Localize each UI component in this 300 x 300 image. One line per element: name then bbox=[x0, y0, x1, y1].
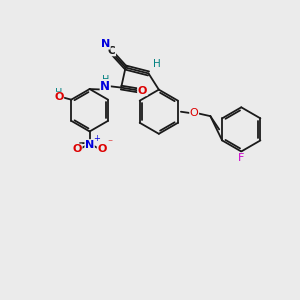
Text: H: H bbox=[55, 88, 62, 98]
Text: N: N bbox=[85, 140, 94, 150]
Text: H: H bbox=[154, 59, 161, 69]
Text: O: O bbox=[190, 108, 199, 118]
Text: O: O bbox=[138, 85, 147, 95]
Text: F: F bbox=[238, 153, 244, 163]
Text: O: O bbox=[73, 144, 82, 154]
Text: C: C bbox=[108, 46, 116, 56]
Text: N: N bbox=[100, 80, 110, 93]
Text: O: O bbox=[97, 144, 107, 154]
Text: H: H bbox=[102, 75, 109, 85]
Text: N: N bbox=[101, 39, 110, 49]
Text: O: O bbox=[54, 92, 64, 102]
Text: +: + bbox=[94, 134, 100, 142]
Text: ⁻: ⁻ bbox=[107, 138, 112, 148]
